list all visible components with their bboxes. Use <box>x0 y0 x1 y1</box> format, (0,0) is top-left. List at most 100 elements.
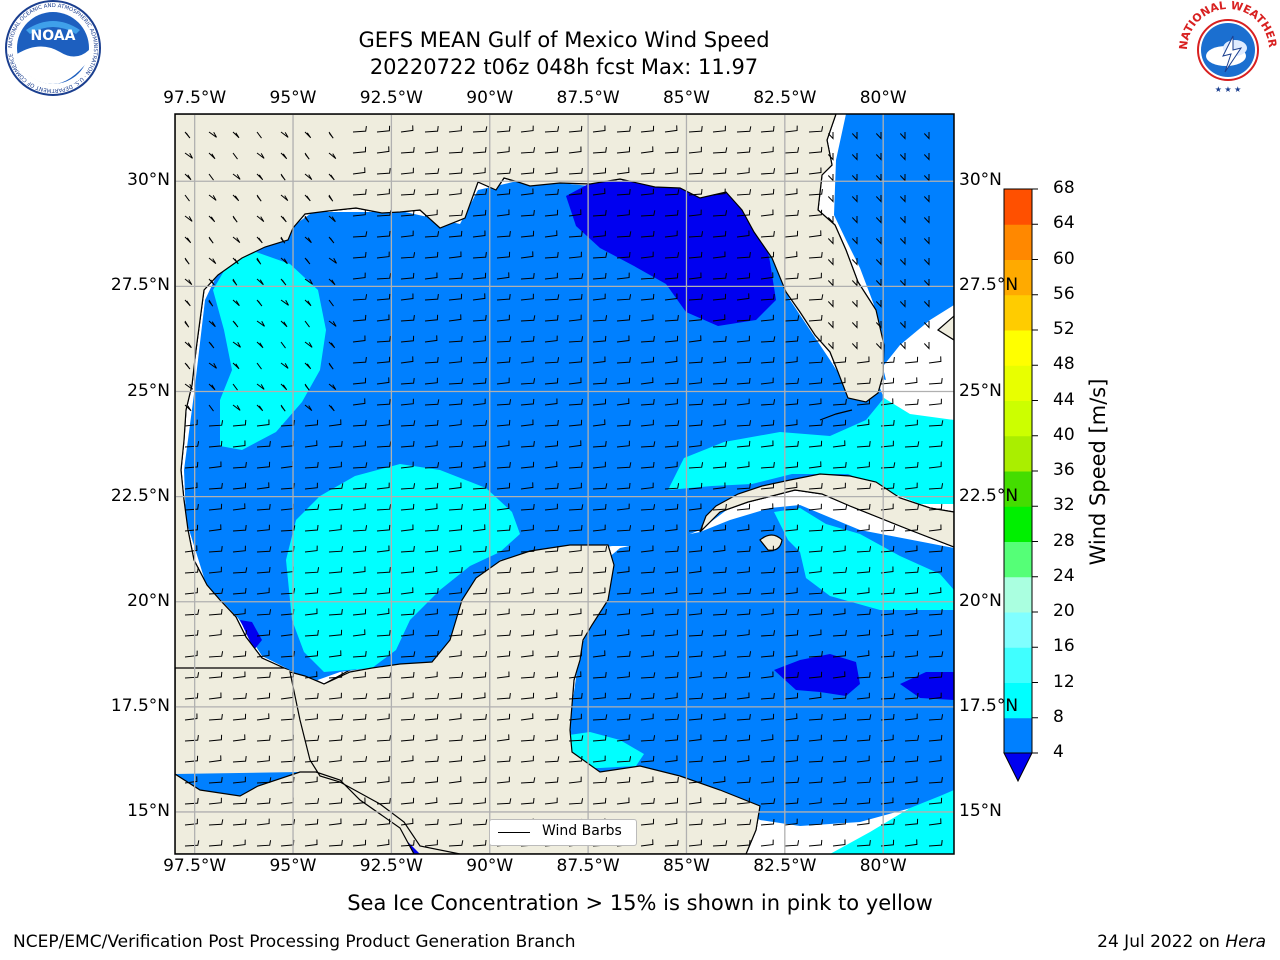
wind-barb <box>472 734 487 742</box>
wind-barb <box>760 125 775 133</box>
wind-barb <box>184 735 199 742</box>
wind-barb <box>544 189 559 196</box>
wind-barb <box>232 257 239 265</box>
wind-barb <box>448 818 462 826</box>
wind-barb <box>304 755 319 763</box>
wind-barb <box>592 524 606 532</box>
wind-barb <box>472 608 487 616</box>
wind-barb <box>832 482 846 490</box>
wind-barb <box>928 524 942 532</box>
colorbar <box>1003 188 1038 783</box>
wind-barb <box>760 734 774 742</box>
wind-barb <box>472 461 486 469</box>
wind-barb <box>880 839 895 847</box>
wind-barb <box>904 441 920 448</box>
wind-barb <box>712 567 727 574</box>
wind-barb <box>400 714 416 721</box>
wind-barb <box>256 194 262 202</box>
wind-barb <box>520 147 536 154</box>
wind-barb <box>592 692 606 700</box>
wind-barb <box>520 566 535 574</box>
wind-barb <box>664 335 679 343</box>
wind-barb <box>760 693 775 700</box>
wind-barb <box>184 755 199 763</box>
wind-barb <box>568 504 584 511</box>
wind-barb <box>496 251 511 259</box>
wind-barb <box>328 257 337 264</box>
wind-barb <box>352 608 367 616</box>
wind-barb <box>544 335 558 343</box>
wind-barb <box>808 503 822 511</box>
wind-barb <box>376 230 391 238</box>
wind-barb <box>688 482 703 490</box>
wind-barb <box>640 818 655 826</box>
wind-barb <box>184 383 193 390</box>
wind-barb <box>592 546 608 553</box>
wind-barb <box>256 546 272 553</box>
wind-barb <box>448 735 463 742</box>
wind-barb <box>448 293 463 301</box>
wind-barb <box>688 294 703 301</box>
wind-barb <box>232 362 240 370</box>
wind-barb <box>832 419 847 427</box>
wind-barb <box>256 482 270 490</box>
wind-barb <box>808 440 823 448</box>
wind-barb <box>875 195 882 203</box>
wind-barb <box>256 341 264 349</box>
wind-barb <box>688 357 703 364</box>
wind-barb <box>875 174 882 182</box>
colorbar-tick-label: 4 <box>1053 742 1064 762</box>
wind-barb <box>448 567 463 574</box>
wind-barb <box>808 608 823 616</box>
svg-text:★ ★ ★: ★ ★ ★ <box>1215 85 1242 94</box>
wind-barb <box>208 588 224 595</box>
wind-barb <box>400 147 415 154</box>
wind-barb <box>184 131 191 139</box>
wind-barb <box>616 272 630 280</box>
wind-barb <box>304 173 313 180</box>
wind-barb <box>851 132 858 140</box>
wind-barb <box>688 566 702 574</box>
wind-barb <box>832 608 846 616</box>
wind-barb <box>736 608 751 616</box>
wind-barb <box>280 131 289 138</box>
wind-barb <box>328 194 334 202</box>
wind-barb <box>400 524 414 532</box>
wind-barb <box>304 215 310 223</box>
wind-barb <box>400 378 415 385</box>
wind-barb <box>256 672 271 679</box>
wind-barb <box>256 441 271 448</box>
wind-barb <box>712 545 726 553</box>
wind-barb <box>808 588 824 595</box>
wind-barb <box>496 608 510 616</box>
wind-barb <box>472 629 486 637</box>
wind-barb <box>616 146 631 154</box>
wind-barb <box>472 503 487 511</box>
wind-barb <box>712 461 727 469</box>
chart-title: GEFS MEAN Gulf of Mexico Wind Speed <box>358 28 770 52</box>
wind-barb <box>664 714 680 721</box>
wind-barb <box>304 650 319 658</box>
wind-barb <box>352 335 366 343</box>
wind-barb <box>184 692 199 700</box>
wind-barb <box>616 314 631 322</box>
wind-barb <box>304 383 310 391</box>
wind-barb <box>304 152 310 160</box>
wind-barb <box>592 734 607 742</box>
wind-barb <box>592 188 606 196</box>
wind-barb <box>904 692 919 700</box>
wind-barb <box>640 210 656 217</box>
wind-barb <box>208 440 223 448</box>
wind-barb <box>851 195 858 203</box>
wind-barb <box>712 419 726 427</box>
wind-barb <box>808 566 822 574</box>
wind-barb <box>376 210 392 217</box>
wind-barb <box>496 440 510 448</box>
wind-barb <box>856 734 871 742</box>
wind-barb <box>256 818 270 826</box>
wind-barb <box>736 272 751 280</box>
wind-barb <box>304 440 318 448</box>
wind-barb <box>904 356 919 364</box>
wind-barb <box>520 692 535 700</box>
wind-barb <box>328 566 343 574</box>
